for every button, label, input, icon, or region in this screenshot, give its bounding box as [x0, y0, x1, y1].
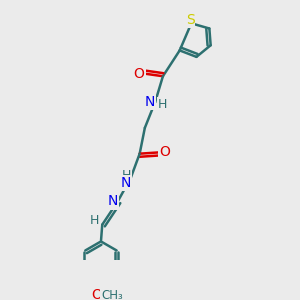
Text: O: O: [134, 67, 145, 81]
Text: N: N: [108, 194, 118, 208]
Text: O: O: [159, 146, 170, 159]
Text: N: N: [144, 95, 155, 109]
Text: H: H: [121, 169, 131, 182]
Text: O: O: [92, 288, 102, 300]
Text: S: S: [186, 13, 194, 27]
Text: H: H: [158, 98, 167, 111]
Text: N: N: [121, 176, 131, 190]
Text: CH₃: CH₃: [101, 289, 123, 300]
Text: H: H: [90, 214, 99, 227]
